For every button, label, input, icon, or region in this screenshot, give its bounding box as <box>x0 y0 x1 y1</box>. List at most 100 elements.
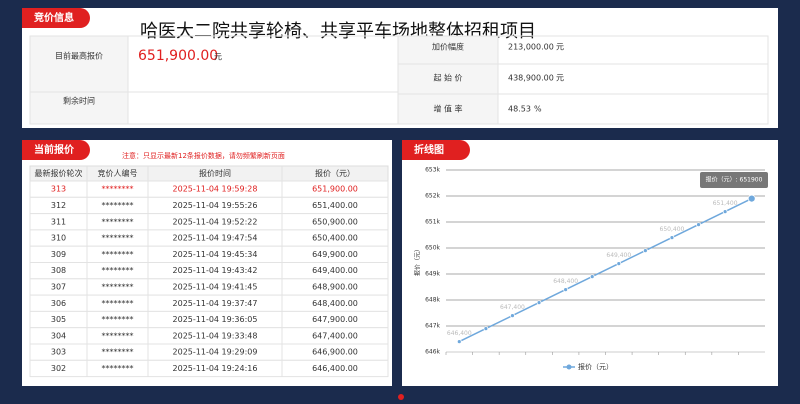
table-cell: 309 <box>51 250 66 259</box>
table-cell: 649,900.00 <box>312 250 358 259</box>
point <box>616 261 622 267</box>
table-cell: 306 <box>51 299 66 308</box>
point <box>747 194 756 203</box>
table-cell: 650,900.00 <box>312 217 358 226</box>
table-cell: 649,400.00 <box>312 266 358 275</box>
table-cell: 307 <box>51 282 66 291</box>
table-cell: ******** <box>102 185 134 194</box>
tooltip: 报价（元）: 651900 <box>706 176 763 184</box>
table-cell: ******** <box>102 234 134 243</box>
table-cell: 2025-11-04 19:43:42 <box>173 266 258 275</box>
table-cell: 304 <box>51 331 66 340</box>
table-note: 注意：只显示最新12条报价数据，请勿频繁刷新页面 <box>122 151 285 160</box>
tab <box>22 140 90 160</box>
y-axis-label: 报价（元） <box>414 246 422 276</box>
info-label: 增 值 率 <box>433 104 462 114</box>
table-cell: ******** <box>102 217 134 226</box>
table-cell: 2025-11-04 19:37:47 <box>173 299 258 308</box>
table-cell: 2025-11-04 19:59:28 <box>173 185 258 194</box>
info-value: 48.53 <box>508 105 531 114</box>
table-cell: 311 <box>51 217 66 226</box>
y-tick-label: 646k <box>425 349 440 356</box>
table-cell: ******** <box>102 282 134 291</box>
table-cell: 648,400.00 <box>312 299 358 308</box>
table-cell: 651,900.00 <box>312 185 358 194</box>
table-cell: 2025-11-04 19:24:16 <box>173 364 258 373</box>
table-cell: 646,400.00 <box>312 364 358 373</box>
point <box>483 326 489 332</box>
table-cell: ******** <box>102 348 134 357</box>
table-cell: ******** <box>102 201 134 210</box>
table-cell: 313 <box>51 185 66 194</box>
y-tick-label: 649k <box>425 271 440 278</box>
table-cell: 2025-11-04 19:55:26 <box>173 201 258 210</box>
legend-dot <box>566 364 572 370</box>
y-tick-label: 647k <box>425 323 440 330</box>
point <box>536 300 542 306</box>
point <box>510 313 515 319</box>
y-tick-label: 653k <box>425 167 440 174</box>
table-cell: ******** <box>102 250 134 259</box>
info-unit: 元 <box>556 74 564 83</box>
y-tick-label: 650k <box>425 245 440 252</box>
table-cell: 2025-11-04 19:29:09 <box>173 348 258 357</box>
table-cell: 308 <box>51 266 66 275</box>
info-value: 438,900.00 <box>508 74 554 83</box>
table-cell: ******** <box>102 266 134 275</box>
column-header: 最新报价轮次 <box>35 168 83 178</box>
info-value: 213,000.00 <box>508 43 554 52</box>
point <box>456 339 462 345</box>
tab-label: 折线图 <box>414 143 444 156</box>
value-label: 651,400 <box>713 200 738 207</box>
table-cell: 310 <box>51 234 66 243</box>
point <box>589 274 595 280</box>
table-cell: ******** <box>102 364 134 373</box>
y-tick-label: 648k <box>425 297 440 304</box>
column-header: 报价时间 <box>199 168 231 178</box>
table-cell: 2025-11-04 19:41:45 <box>173 282 258 291</box>
y-tick-label: 652k <box>425 193 440 200</box>
tab-label: 当前报价 <box>34 143 75 156</box>
table-cell: 647,900.00 <box>312 315 358 324</box>
point <box>669 235 675 241</box>
value-label: 646,400 <box>447 330 472 337</box>
table-cell: 303 <box>51 348 66 357</box>
table-cell: 648,900.00 <box>312 282 358 291</box>
table-cell: 651,400.00 <box>312 201 358 210</box>
point <box>563 287 569 293</box>
value-label: 648,400 <box>553 278 578 285</box>
value-label: 650,400 <box>660 226 685 233</box>
table-cell: 647,400.00 <box>312 331 358 340</box>
table-cell: 650,400.00 <box>312 234 358 243</box>
info-value: 651,900.00 <box>138 48 218 64</box>
table-cell: 2025-11-04 19:45:34 <box>173 250 258 259</box>
y-tick-label: 651k <box>425 219 440 226</box>
table-cell: ******** <box>102 331 134 340</box>
info-label: 目前最高报价 <box>55 51 103 61</box>
tab <box>22 8 90 28</box>
info-unit: % <box>534 105 542 114</box>
table-cell: 302 <box>51 364 66 373</box>
tab-label: 竞价信息 <box>33 11 74 24</box>
info-label: 起 始 价 <box>433 73 462 83</box>
point <box>642 248 648 254</box>
legend-label: 报价（元） <box>578 362 613 371</box>
info-unit: 元 <box>214 53 222 62</box>
tooltip-box <box>700 172 768 188</box>
table-cell: ******** <box>102 299 134 308</box>
info-unit: 元 <box>556 43 564 52</box>
point <box>722 209 728 215</box>
column-header: 报价（元） <box>315 168 355 178</box>
point <box>696 222 701 228</box>
line <box>458 197 753 343</box>
table-cell: 2025-11-04 19:33:48 <box>173 331 258 340</box>
tab <box>402 140 470 160</box>
column-header: 竞价人编号 <box>98 168 138 178</box>
table-cell: 2025-11-04 19:36:05 <box>173 315 258 324</box>
info-label: 剩余时间 <box>63 96 95 106</box>
value-label: 649,400 <box>606 252 631 259</box>
pager-dot[interactable] <box>398 394 404 400</box>
table-cell: ******** <box>102 315 134 324</box>
table-row <box>29 359 389 378</box>
